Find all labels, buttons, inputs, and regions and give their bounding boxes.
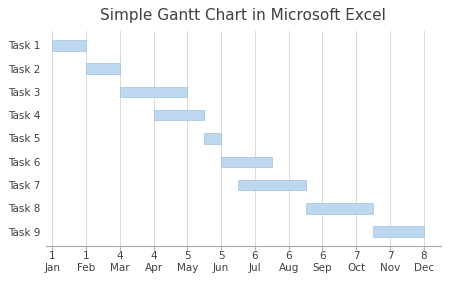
Bar — [154, 110, 204, 121]
Title: Simple Gantt Chart in Microsoft Excel: Simple Gantt Chart in Microsoft Excel — [100, 8, 386, 23]
Bar — [204, 133, 221, 144]
Bar — [238, 180, 306, 190]
Bar — [306, 203, 373, 214]
Bar — [221, 157, 272, 167]
Bar — [53, 40, 86, 51]
Bar — [120, 87, 187, 97]
Bar — [373, 226, 424, 237]
Bar — [86, 64, 120, 74]
